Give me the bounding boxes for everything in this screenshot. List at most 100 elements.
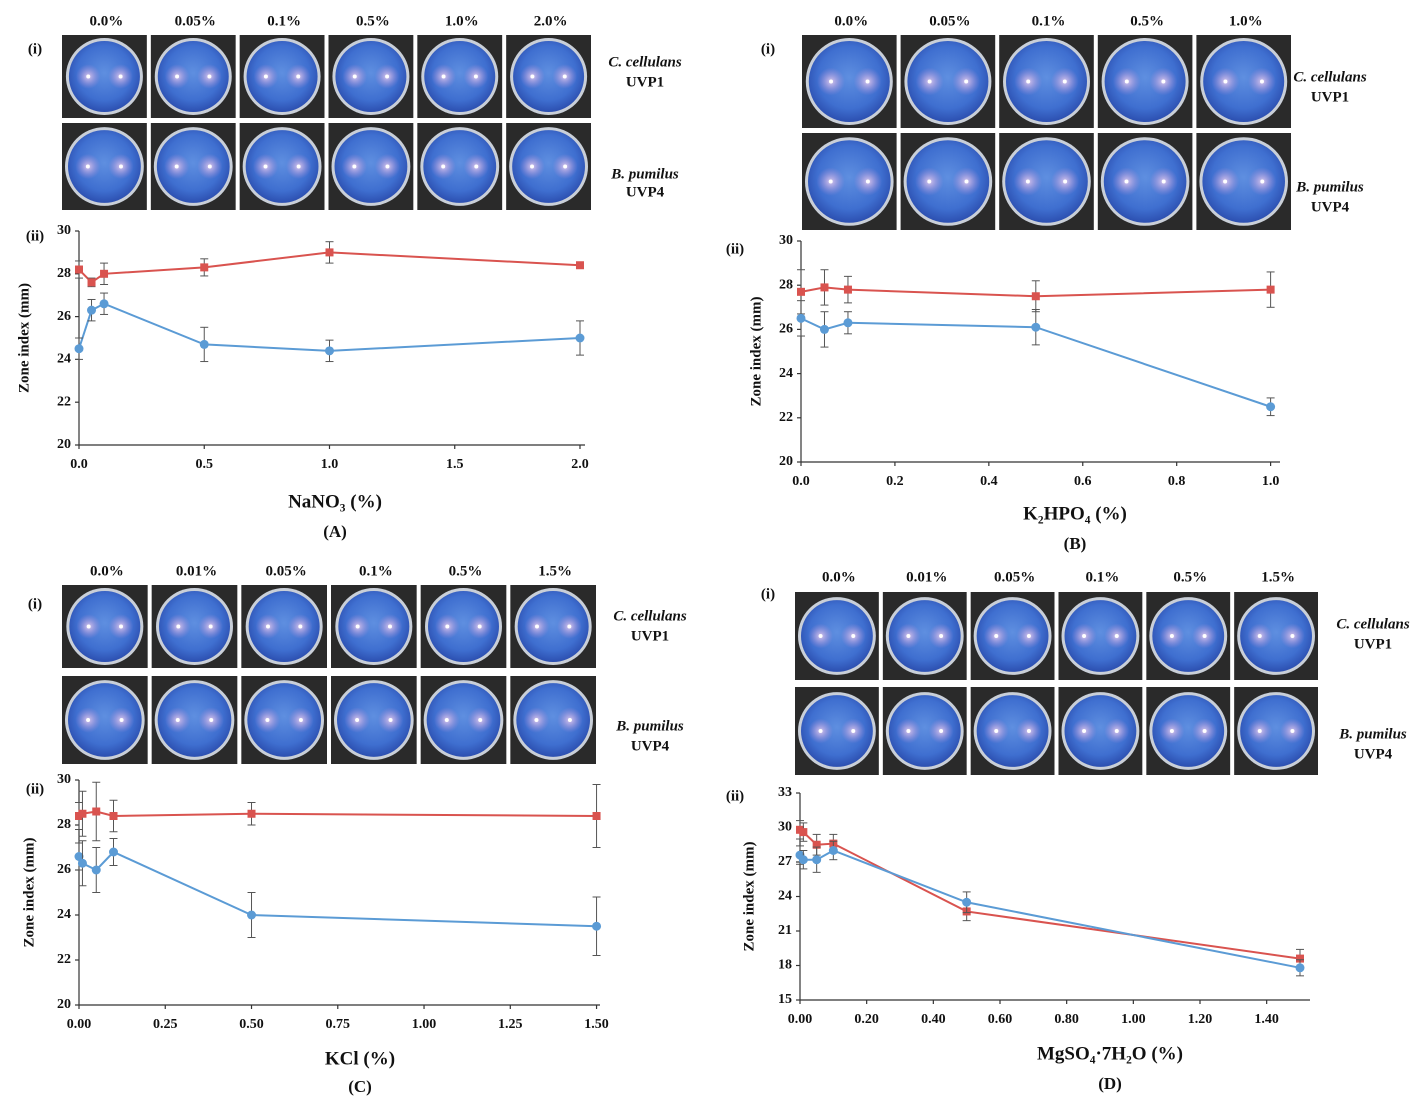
colony xyxy=(174,164,179,169)
colony xyxy=(207,74,212,79)
colony xyxy=(444,718,449,722)
image-column-label: 0.1% xyxy=(267,13,301,29)
part-label: (ii) xyxy=(726,788,744,804)
point xyxy=(247,809,256,818)
point xyxy=(109,812,118,820)
plate-agar xyxy=(1064,695,1137,767)
x-axis-title: MgSO₄·7H₂O (%) xyxy=(1037,1043,1183,1064)
colony xyxy=(263,74,268,79)
plate-agar xyxy=(1006,41,1087,122)
point xyxy=(799,828,808,837)
y-tick-label: 24 xyxy=(779,366,793,381)
y-tick-label: 26 xyxy=(57,309,71,324)
plate-agar xyxy=(512,130,585,203)
image-column-label: 0.05% xyxy=(929,13,970,29)
x-tick-label: 0.25 xyxy=(153,1017,178,1032)
x-tick-label: 0.0 xyxy=(792,474,810,489)
colony xyxy=(176,624,181,629)
point xyxy=(843,318,853,328)
point xyxy=(91,865,101,875)
y-tick-label: 22 xyxy=(57,394,71,409)
colony xyxy=(1082,634,1087,638)
colony xyxy=(1260,179,1265,184)
plate-agar xyxy=(68,683,142,757)
point xyxy=(797,287,805,296)
colony xyxy=(939,729,944,733)
y-tick-label: 26 xyxy=(779,322,793,337)
strain-label: UVP4 xyxy=(1354,746,1393,762)
colony xyxy=(1063,179,1068,184)
point xyxy=(819,324,829,334)
image-column-label: 1.0% xyxy=(445,13,479,29)
plate-agar xyxy=(159,591,230,662)
point xyxy=(575,333,585,343)
x-tick-label: 1.20 xyxy=(1188,1012,1213,1027)
colony xyxy=(563,164,568,169)
x-tick-label: 0.20 xyxy=(854,1012,879,1027)
image-column-label: 0.01% xyxy=(176,563,217,579)
y-tick-label: 20 xyxy=(779,454,793,469)
panel-label: (D) xyxy=(1098,1074,1122,1093)
plate-agar xyxy=(1203,41,1285,122)
x-tick-label: 0.40 xyxy=(921,1012,946,1027)
colony xyxy=(906,729,911,733)
colony xyxy=(85,164,90,169)
y-axis-title: Zone index (mm) xyxy=(21,838,37,948)
plate-agar xyxy=(426,683,501,757)
part-label: (ii) xyxy=(726,241,744,257)
colony xyxy=(1202,729,1207,733)
plate-agar xyxy=(157,683,232,757)
colony xyxy=(567,718,572,722)
colony xyxy=(906,634,911,638)
plate-agar xyxy=(801,600,873,672)
image-column-label: 0.0% xyxy=(90,563,124,579)
colony xyxy=(385,164,390,169)
colony xyxy=(994,634,999,638)
colony xyxy=(865,79,870,84)
point xyxy=(92,807,101,816)
image-column-label: 2.0% xyxy=(534,13,568,29)
colony xyxy=(296,74,301,79)
colony xyxy=(1223,179,1228,184)
species-label: B. pumilus xyxy=(610,166,679,182)
x-tick-label: 0.0 xyxy=(70,457,88,472)
colony xyxy=(441,164,446,169)
colony xyxy=(534,624,539,629)
part-label: (ii) xyxy=(26,781,44,797)
image-column-label: 0.0% xyxy=(90,13,124,29)
x-axis-title: K₂HPO₄ (%) xyxy=(1023,503,1127,524)
plate-agar xyxy=(808,41,890,122)
x-tick-label: 0.50 xyxy=(239,1017,264,1032)
colony xyxy=(851,634,856,638)
part-label: (ii) xyxy=(26,228,44,244)
panel-label: (A) xyxy=(323,522,347,541)
colony xyxy=(1257,634,1262,638)
y-tick-label: 18 xyxy=(778,958,792,973)
plate-agar xyxy=(248,591,320,662)
x-tick-label: 0.75 xyxy=(326,1017,351,1032)
colony xyxy=(118,74,123,79)
plate-agar xyxy=(906,140,990,223)
colony xyxy=(1114,729,1119,733)
strain-label: UVP1 xyxy=(626,74,664,90)
species-label: C. cellulans xyxy=(1336,616,1410,632)
colony xyxy=(118,164,123,169)
plate-agar xyxy=(334,130,408,203)
colony xyxy=(385,74,390,79)
colony xyxy=(298,718,303,722)
y-tick-label: 22 xyxy=(57,952,71,967)
plate-agar xyxy=(246,41,318,112)
plate-agar xyxy=(245,130,319,203)
plate-agar xyxy=(517,591,589,662)
plate-agar xyxy=(69,591,141,662)
plate-agar xyxy=(338,591,410,662)
plate-agar xyxy=(424,41,496,112)
plate-agar xyxy=(68,130,141,203)
part-label: (i) xyxy=(28,596,42,612)
point xyxy=(100,269,109,278)
y-tick-label: 24 xyxy=(57,352,71,367)
series-line xyxy=(799,849,1301,969)
colony xyxy=(119,718,124,722)
point xyxy=(1296,954,1304,963)
y-tick-label: 24 xyxy=(57,907,71,922)
